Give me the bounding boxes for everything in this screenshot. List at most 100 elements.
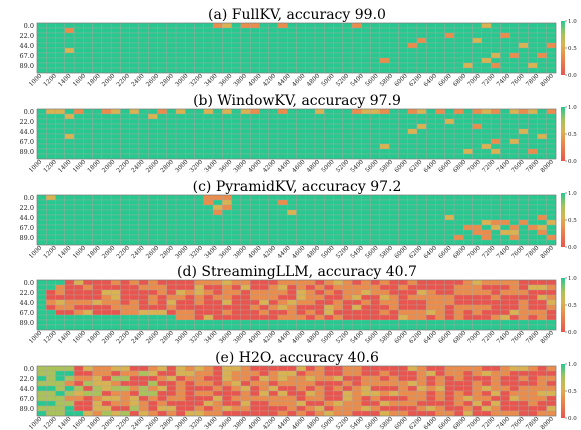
heatmap-cell [296,108,306,115]
heatmap-cell [528,209,538,216]
heatmap-cell [472,410,483,417]
heatmap-cell [92,309,103,316]
x-tick-label: 3600 [218,158,234,174]
x-tick-label: 5000 [320,244,336,260]
heatmap-cell [64,113,75,120]
y-tick-label: 0.0 [24,194,34,202]
heatmap-cell [129,47,140,54]
heatmap-cell [148,118,158,125]
heatmap-cell [389,405,399,412]
heatmap-cell [537,390,547,397]
heatmap-cell [537,42,547,49]
heatmap-cell [379,209,390,216]
heatmap-cell [287,27,297,34]
heatmap-cell [129,385,140,392]
heatmap-cell [203,219,214,226]
heatmap-cell [64,143,75,150]
heatmap-cell [463,37,473,44]
heatmap-cell [528,279,538,286]
heatmap-cell [157,32,167,39]
heatmap-cell [46,400,56,407]
heatmap-cell [472,365,483,372]
heatmap-cell [324,22,334,29]
heatmap-cell [305,410,316,417]
heatmap-cell [509,27,520,34]
heatmap-cell [537,22,547,29]
heatmap-cell [518,314,529,321]
heatmap-cell [500,314,510,321]
heatmap-cell [305,239,316,246]
heatmap-cell [500,32,510,39]
heatmap-cell [296,294,306,301]
heatmap-cell [333,67,344,74]
heatmap-cell [407,405,418,412]
heatmap-cell [36,128,47,135]
heatmap-cell [407,42,418,49]
heatmap-cell [528,284,538,291]
heatmap-cell [453,113,464,120]
heatmap-cell [64,219,75,226]
heatmap-cell [166,37,177,44]
heatmap-cell [287,199,297,206]
heatmap-cell [314,128,325,135]
x-tick-label: 1400 [57,415,73,430]
heatmap-cell [537,128,547,135]
heatmap-cell [389,204,399,211]
heatmap-cell [138,289,149,296]
heatmap-cell [528,214,538,221]
heatmap-cell [324,118,334,125]
heatmap-cell [426,400,436,407]
x-tick-label: 1600 [72,158,88,174]
heatmap-cell [379,108,390,115]
heatmap-cell [324,400,334,407]
heatmap-cell [185,204,195,211]
heatmap-cell [92,148,103,155]
heatmap-cell [314,400,325,407]
heatmap-cell [398,224,408,231]
heatmap-cell [370,410,381,417]
heatmap-cell [546,304,557,311]
heatmap-cell [361,209,371,216]
heatmap-cell [138,148,149,155]
heatmap-cell [389,47,399,54]
heatmap-cell [129,52,140,59]
heatmap-cell [249,199,260,206]
heatmap-cell [175,108,186,115]
heatmap-cell [407,108,418,115]
heatmap-cell [101,37,112,44]
heatmap-cell [509,229,520,236]
heatmap-cell [268,148,279,155]
heatmap-cell [64,199,75,206]
colorbar-gradient [561,21,565,75]
heatmap-cell [259,219,269,226]
heatmap-cell [305,123,316,130]
heatmap-cell [416,319,427,326]
heatmap-cell [231,284,242,291]
heatmap-cell [55,209,65,216]
heatmap-cell [324,194,334,201]
heatmap-cell [500,22,510,29]
heatmap-cell [426,365,436,372]
heatmap-cell [185,153,195,160]
x-tick-label: 5200 [335,244,351,260]
heatmap-cell [333,304,344,311]
heatmap-cell [314,123,325,130]
heatmap-cell [175,380,186,387]
heatmap-cell [129,133,140,140]
heatmap-cell [370,67,381,74]
heatmap-cell [426,405,436,412]
heatmap-cell [379,37,390,44]
heatmap-cell [490,27,501,34]
heatmap-cell [490,194,501,201]
heatmap-cell [296,194,306,201]
heatmap-cell [379,214,390,221]
heatmap-cell [509,209,520,216]
heatmap-cell [185,410,195,417]
heatmap-cell [175,32,186,39]
heatmap-cell [379,294,390,301]
x-tick-label: 4600 [291,415,307,430]
heatmap-cell [249,314,260,321]
heatmap-cell [138,229,149,236]
heatmap-cell [129,62,140,69]
heatmap-cell [110,375,121,382]
